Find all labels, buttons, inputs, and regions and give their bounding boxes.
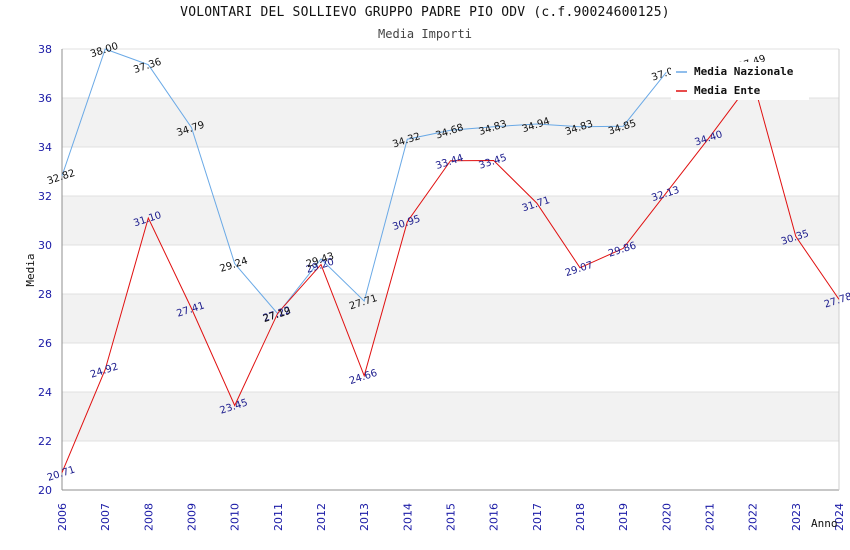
data-label-media-nazionale: 29.24	[219, 256, 250, 275]
grid-band	[62, 196, 839, 245]
grid-band	[62, 294, 839, 343]
chart-subtitle: Media Importi	[378, 27, 472, 41]
y-tick-labels: 20 22 24 26 28 30 32 34 36 38	[38, 43, 52, 497]
x-tick-label: 2020	[660, 503, 673, 531]
data-label-media-nazionale: 38.00	[89, 41, 120, 60]
data-label-media-ente: 24.66	[348, 368, 379, 387]
y-tick-label: 22	[38, 435, 52, 448]
x-tick-label: 2016	[488, 503, 501, 531]
x-tick-label: 2022	[747, 503, 760, 531]
legend-box	[671, 62, 809, 100]
x-tick-label: 2007	[99, 503, 112, 531]
x-tick-label: 2015	[445, 503, 458, 531]
y-tick-label: 36	[38, 92, 52, 105]
legend-label-media-ente: Media Ente	[694, 84, 761, 97]
y-tick-label: 20	[38, 484, 52, 497]
x-tick-label: 2010	[229, 503, 242, 531]
data-label-media-ente: 29.07	[564, 260, 595, 279]
y-tick-label: 34	[38, 141, 52, 154]
x-tick-label: 2012	[315, 503, 328, 531]
grid-band	[62, 98, 839, 147]
x-tick-label: 2013	[358, 503, 371, 531]
legend: Media Nazionale Media Ente	[671, 62, 809, 100]
x-tick-labels: 2006 2007 2008 2009 2010 2011 2012 2013 2014 2015…	[56, 503, 846, 531]
axes	[61, 49, 840, 491]
y-axis-label: Media	[24, 253, 37, 286]
x-tick-label: 2024	[833, 503, 846, 531]
background-bands	[62, 98, 839, 441]
x-tick-label: 2023	[790, 503, 803, 531]
y-tick-label: 26	[38, 337, 52, 350]
y-tick-label: 38	[38, 43, 52, 56]
data-label-media-ente: 24.92	[89, 361, 120, 380]
data-label-media-nazionale: 32.82	[46, 168, 77, 187]
x-tick-label: 2018	[574, 503, 587, 531]
data-label-media-ente: 33.45	[478, 152, 509, 171]
x-tick-label: 2006	[56, 503, 69, 531]
x-tick-label: 2011	[272, 503, 285, 531]
series-lines	[61, 49, 840, 473]
chart-title: VOLONTARI DEL SOLLIEVO GRUPPO PADRE PIO …	[180, 5, 670, 20]
data-label-media-nazionale: 37.36	[132, 57, 163, 76]
grid-band	[62, 392, 839, 441]
x-tick-label: 2014	[401, 503, 414, 531]
series-line-media-nazionale	[62, 49, 753, 314]
x-tick-label: 2017	[531, 503, 544, 531]
legend-label-media-nazionale: Media Nazionale	[694, 65, 794, 78]
y-tick-label: 24	[38, 386, 52, 399]
x-tick-label: 2009	[186, 503, 199, 531]
series-line-media-ente	[61, 78, 840, 473]
y-tick-label: 30	[38, 239, 52, 252]
y-tick-label: 28	[38, 288, 52, 301]
y-tick-label: 32	[38, 190, 52, 203]
data-label-media-ente: 33.44	[434, 153, 465, 172]
x-tick-label: 2008	[142, 503, 155, 531]
x-axis-label: Anno	[811, 517, 838, 530]
x-tick-label: 2019	[617, 503, 630, 531]
x-tick-label: 2021	[704, 503, 717, 531]
data-label-media-ente: 20.71	[46, 465, 77, 484]
